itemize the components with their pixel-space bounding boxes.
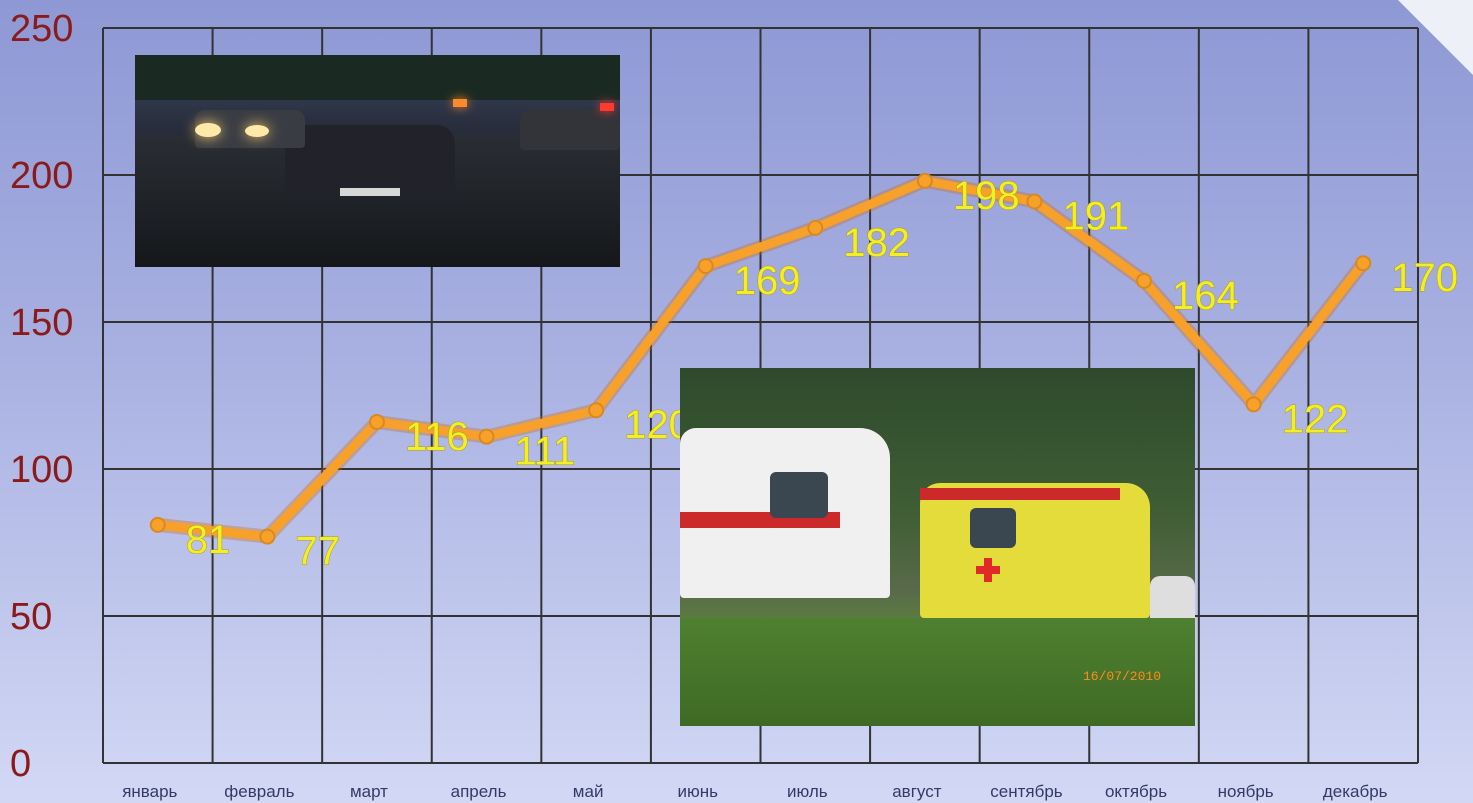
series-line [153,176,1368,542]
photo-date-stamp: 16/07/2010 [1082,669,1161,684]
x-tick-label: апрель [451,782,507,801]
y-tick-label: 250 [10,8,73,50]
data-label: 169 [734,259,801,303]
grass [680,618,1195,726]
ambulance-yellow [920,483,1150,618]
warning-light [453,99,467,107]
y-tick-label: 150 [10,302,73,344]
x-tick-label: май [573,782,604,801]
y-tick-label: 0 [10,743,31,785]
y-axis-ticks: 0 50 100 150 200 250 [10,8,73,785]
data-point [1245,396,1262,413]
tail-light [600,103,614,111]
ambulance-white-window [770,472,828,518]
car-right [520,110,620,150]
x-tick-label: июль [787,782,828,801]
headlight-glow [195,123,221,137]
ambulance-yellow-stripe [920,488,1120,500]
x-tick-label: ноябрь [1218,782,1274,801]
data-point [368,413,385,430]
data-point [259,528,276,545]
headlight-glow [245,125,269,137]
x-tick-label: январь [122,782,177,801]
x-tick-label: октябрь [1105,782,1167,801]
data-point [1136,272,1153,289]
x-tick-label: август [892,782,941,801]
red-cross-icon [976,558,1000,582]
data-point [149,516,166,533]
data-point [1026,193,1043,210]
data-label: 111 [515,430,576,474]
ambulance-photo: 16/07/2010 [680,368,1195,726]
data-point [916,172,933,189]
data-point [478,428,495,445]
x-tick-label: сентябрь [990,782,1063,801]
page-corner-fold [1398,0,1473,75]
data-label: 116 [405,415,469,459]
data-label: 122 [1282,397,1349,441]
license-plate [340,188,400,196]
y-tick-label: 100 [10,449,73,491]
data-point [697,258,714,275]
y-tick-label: 200 [10,155,73,197]
ambulance-yellow-window [970,508,1016,548]
x-tick-label: декабрь [1323,782,1388,801]
y-tick-label: 50 [10,596,52,638]
data-point [588,402,605,419]
treeline [135,55,620,100]
data-point [1355,255,1372,272]
data-label: 164 [1172,274,1239,318]
data-point [807,219,824,236]
data-label: 182 [843,221,910,265]
data-label: 170 [1391,256,1458,300]
x-tick-label: февраль [224,782,294,801]
parked-car [1150,576,1195,624]
data-label: 198 [953,174,1020,218]
car-crash-photo [135,55,620,267]
x-tick-label: март [350,782,388,801]
x-axis-ticks: январь февраль март апрель май июнь июль август… [122,782,1387,801]
data-label: 191 [1062,194,1129,238]
data-label: 81 [186,518,231,562]
data-label: 77 [295,530,340,574]
x-tick-label: июнь [677,782,718,801]
damaged-car [285,125,455,195]
